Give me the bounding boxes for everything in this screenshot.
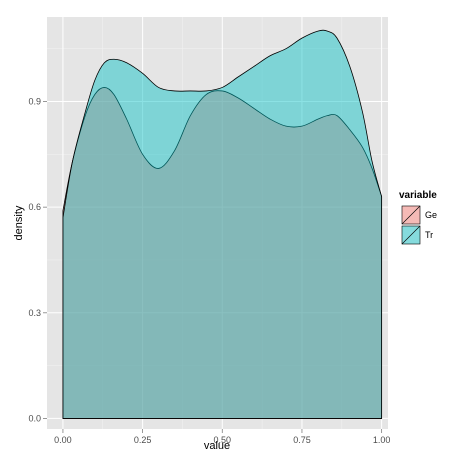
density-area-tr <box>62 29 383 419</box>
legend-label-tr: Tr <box>425 230 433 240</box>
x-tick-label: 0.25 <box>134 435 152 445</box>
legend-key-slash <box>401 225 421 245</box>
x-tick-label: 0.00 <box>54 435 72 445</box>
x-tick-label: 1.00 <box>373 435 391 445</box>
y-tick-label: 0.6 <box>28 202 41 212</box>
density-area-ge <box>62 87 383 419</box>
x-axis-title: value <box>204 440 230 452</box>
legend-label-ge: Ge <box>425 210 437 220</box>
y-tick-label: 0.0 <box>28 413 41 423</box>
minor-gridlines <box>47 17 388 429</box>
y-tick-label: 0.9 <box>28 97 41 107</box>
y-axis-title: density <box>13 205 25 240</box>
legend-key-slash <box>401 205 421 225</box>
y-axis-ticks: 0.0 0.3 0.6 0.9 <box>28 97 47 423</box>
y-tick-label: 0.3 <box>28 308 41 318</box>
panel-background <box>47 17 388 429</box>
legend-title: variable <box>399 190 437 201</box>
density-series <box>62 29 383 419</box>
x-axis-ticks: 0.00 0.25 0.50 0.75 1.00 <box>54 429 390 445</box>
x-tick-label: 0.50 <box>214 435 232 445</box>
legend: variable Ge Tr <box>399 190 437 246</box>
x-tick-label: 0.75 <box>293 435 311 445</box>
